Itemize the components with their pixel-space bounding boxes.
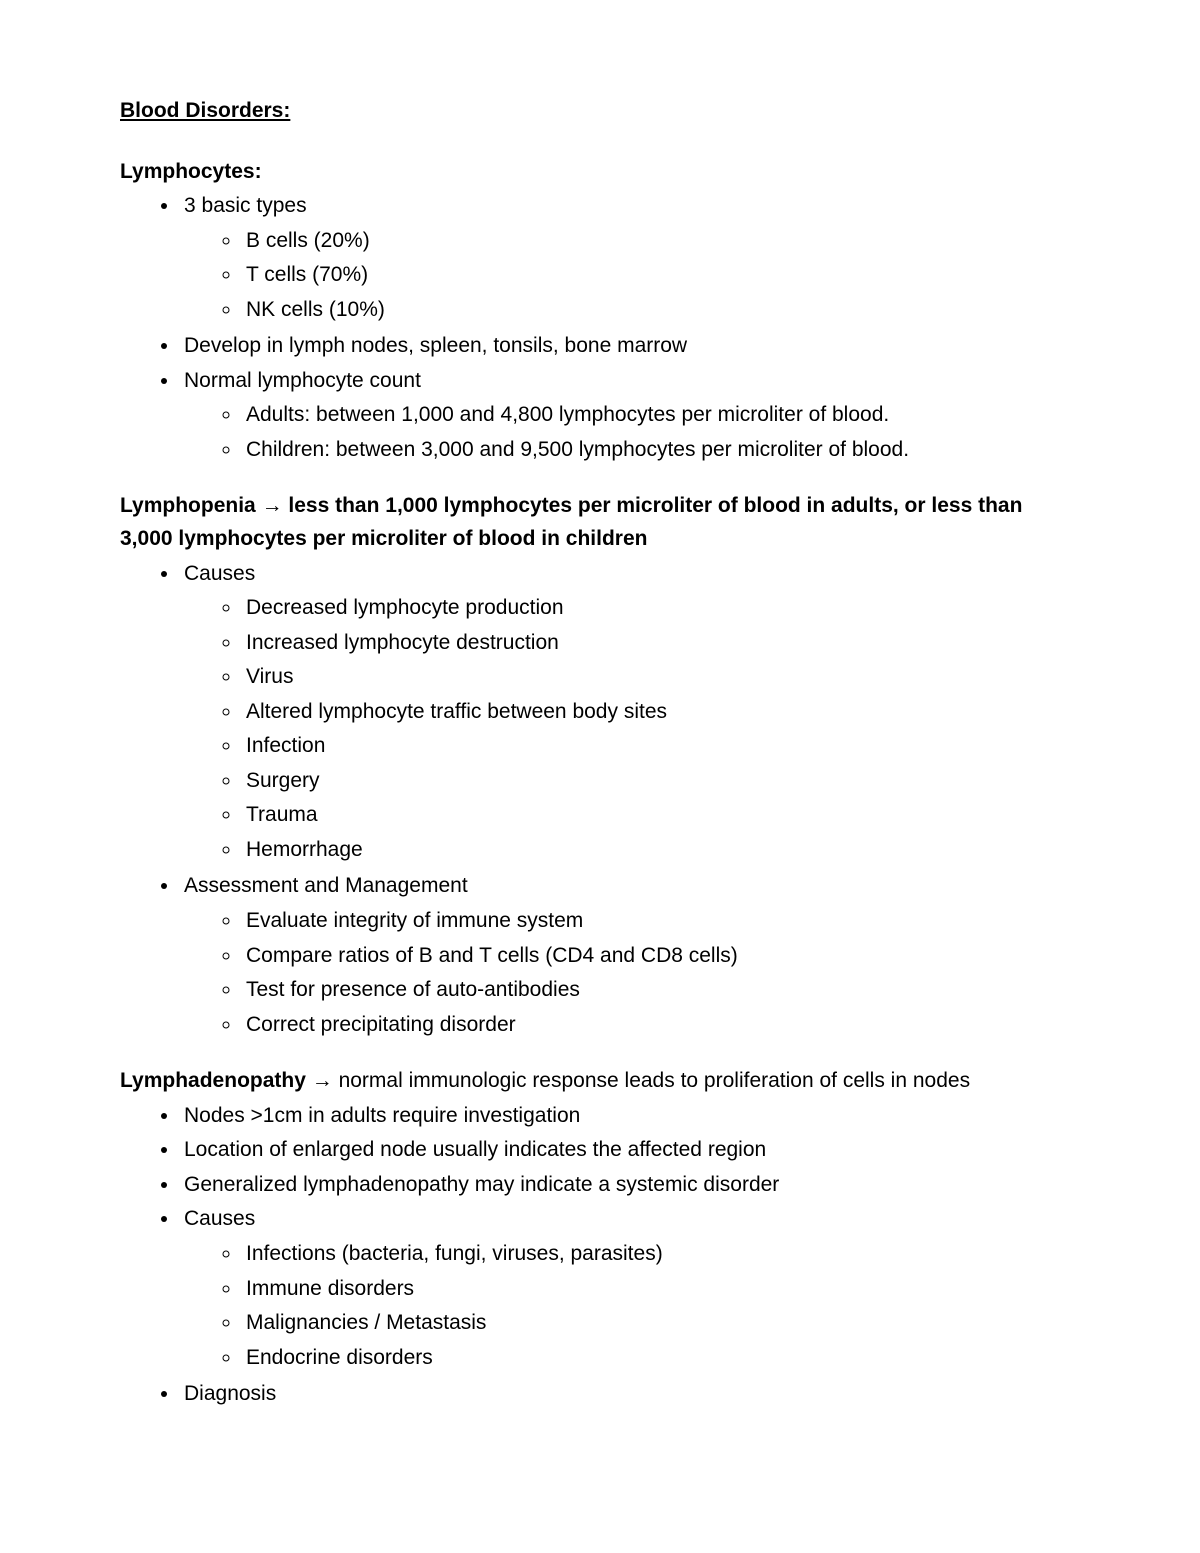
section-block: Lymphocytes: 3 basic types B cells (20%)T …: [120, 156, 1080, 467]
sub-list: Evaluate integrity of immune systemCompa…: [184, 905, 1080, 1041]
list-item-text: 3 basic types: [184, 194, 307, 217]
sub-list-item: Immune disorders: [242, 1273, 1080, 1306]
section-heading-tail: → less than 1,000 lymphocytes per microl…: [120, 494, 1022, 550]
sub-list-item: Surgery: [242, 765, 1080, 798]
sub-list-item: Altered lymphocyte traffic between body …: [242, 696, 1080, 729]
sub-list-item: Infections (bacteria, fungi, viruses, pa…: [242, 1238, 1080, 1271]
list-item: Location of enlarged node usually indica…: [180, 1134, 1080, 1167]
list-item: 3 basic types B cells (20%)T cells (70%)N…: [180, 190, 1080, 326]
list-item: Causes Decreased lymphocyte productionInc…: [180, 558, 1080, 867]
sub-list-item: Correct precipitating disorder: [242, 1009, 1080, 1042]
sub-list-item: Decreased lymphocyte production: [242, 592, 1080, 625]
sub-list-item: Adults: between 1,000 and 4,800 lymphocy…: [242, 399, 1080, 432]
sub-list-item: Malignancies / Metastasis: [242, 1307, 1080, 1340]
list-item-text: Location of enlarged node usually indica…: [184, 1138, 766, 1161]
list-item-text: Develop in lymph nodes, spleen, tonsils,…: [184, 334, 687, 357]
section-block: Lymphopenia → less than 1,000 lymphocyte…: [120, 490, 1080, 1041]
section-heading-lead: Lymphopenia: [120, 494, 256, 517]
section-heading: Lymphopenia → less than 1,000 lymphocyte…: [120, 490, 1080, 555]
page-title: Blood Disorders:: [120, 95, 1080, 128]
sub-list-item: Infection: [242, 730, 1080, 763]
sub-list-item: Test for presence of auto-antibodies: [242, 974, 1080, 1007]
sub-list-item: Trauma: [242, 799, 1080, 832]
list-item-text: Causes: [184, 562, 255, 585]
sub-list-item: Hemorrhage: [242, 834, 1080, 867]
list-item: Generalized lymphadenopathy may indicate…: [180, 1169, 1080, 1202]
list-item-text: Diagnosis: [184, 1382, 276, 1405]
sub-list: B cells (20%)T cells (70%)NK cells (10%): [184, 225, 1080, 327]
sections-container: Lymphocytes: 3 basic types B cells (20%)T …: [120, 156, 1080, 1411]
sub-list: Adults: between 1,000 and 4,800 lymphocy…: [184, 399, 1080, 466]
list-item: Diagnosis: [180, 1378, 1080, 1411]
section-heading: Lymphocytes:: [120, 156, 1080, 189]
sub-list: Decreased lymphocyte productionIncreased…: [184, 592, 1080, 866]
sub-list-item: Children: between 3,000 and 9,500 lympho…: [242, 434, 1080, 467]
list-item: Nodes >1cm in adults require investigati…: [180, 1100, 1080, 1133]
list-item: Causes Infections (bacteria, fungi, virus…: [180, 1203, 1080, 1374]
list-item: Normal lymphocyte count Adults: between 1…: [180, 365, 1080, 467]
list-item-text: Normal lymphocyte count: [184, 369, 421, 392]
document-page: Blood Disorders: Lymphocytes:3 basic typ…: [0, 0, 1200, 1553]
list-item-text: Assessment and Management: [184, 874, 468, 897]
section-heading-lead: Lymphadenopathy: [120, 1069, 306, 1092]
sub-list-item: Compare ratios of B and T cells (CD4 and…: [242, 940, 1080, 973]
sub-list-item: Evaluate integrity of immune system: [242, 905, 1080, 938]
sub-list-item: Endocrine disorders: [242, 1342, 1080, 1375]
sub-list-item: NK cells (10%): [242, 294, 1080, 327]
bullet-list: Nodes >1cm in adults require investigati…: [120, 1100, 1080, 1411]
list-item: Assessment and Management Evaluate integr…: [180, 870, 1080, 1041]
list-item-text: Nodes >1cm in adults require investigati…: [184, 1104, 580, 1127]
list-item-text: Causes: [184, 1207, 255, 1230]
sub-list-item: B cells (20%): [242, 225, 1080, 258]
bullet-list: 3 basic typesB cells (20%)T cells (70%)N…: [120, 190, 1080, 466]
list-item-text: Generalized lymphadenopathy may indicate…: [184, 1173, 779, 1196]
sub-list-item: Increased lymphocyte destruction: [242, 627, 1080, 660]
bullet-list: Causes Decreased lymphocyte productionInc…: [120, 558, 1080, 1042]
section-heading-tail: → normal immunologic response leads to p…: [306, 1069, 970, 1092]
section-block: Lymphadenopathy → normal immunologic res…: [120, 1065, 1080, 1410]
sub-list: Infections (bacteria, fungi, viruses, pa…: [184, 1238, 1080, 1374]
section-heading: Lymphadenopathy → normal immunologic res…: [120, 1065, 1080, 1098]
sub-list-item: Virus: [242, 661, 1080, 694]
sub-list-item: T cells (70%): [242, 259, 1080, 292]
list-item: Develop in lymph nodes, spleen, tonsils,…: [180, 330, 1080, 363]
